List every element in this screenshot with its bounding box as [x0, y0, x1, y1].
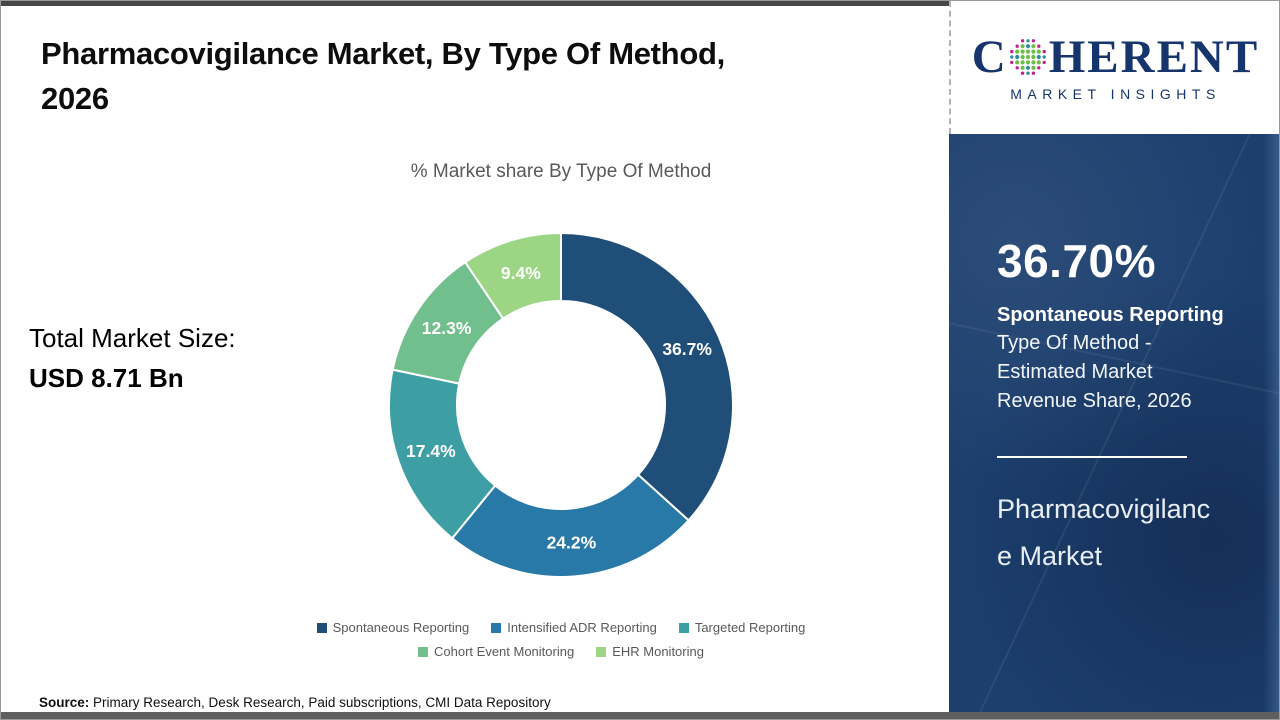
- coherent-globe-icon: [1009, 39, 1046, 75]
- source-label: Source:: [39, 695, 90, 710]
- top-bar: [1, 1, 949, 6]
- highlight-segment-name: Spontaneous Reporting: [997, 304, 1224, 326]
- chart-legend: Spontaneous Reporting Intensified ADR Rep…: [241, 620, 881, 659]
- highlight-value: 36.70%: [997, 235, 1157, 287]
- chart-title: % Market share By Type Of Method: [410, 161, 712, 182]
- legend-label: Targeted Reporting: [694, 620, 806, 635]
- legend-marker: [596, 646, 607, 657]
- source-line: Source: Primary Research, Desk Research,…: [39, 695, 551, 710]
- slice-label-3: 17.4%: [406, 441, 456, 461]
- total-market-label: Total Market Size:: [29, 323, 236, 353]
- legend-marker: [678, 622, 689, 633]
- bottom-bar: [1, 712, 1279, 719]
- legend-item-2: Intensified ADR Reporting: [491, 620, 657, 635]
- logo-area: C HERENT MARKET INSIGHTS: [949, 1, 1279, 134]
- donut-slice-5: [464, 232, 562, 320]
- highlight-description: Type Of Method - Estimated Market Revenue …: [997, 332, 1192, 412]
- legend-marker: [316, 622, 327, 633]
- legend-item-5: EHR Monitoring: [596, 644, 704, 659]
- legend-label: Cohort Event Monitoring: [434, 644, 575, 659]
- legend-item-4: Cohort Event Monitoring: [418, 644, 574, 659]
- slice-label-5: 9.4%: [501, 263, 541, 283]
- sidebar-panel: 36.70% Spontaneous Reporting Type Of Met…: [949, 134, 1279, 713]
- legend-label: Intensified ADR Reporting: [507, 620, 657, 635]
- donut-slice-1: [560, 232, 734, 522]
- logo-subtitle: MARKET INSIGHTS: [1010, 85, 1221, 102]
- source-text: Primary Research, Desk Research, Paid su…: [93, 695, 551, 710]
- total-market-size: Total Market Size: USD 8.71 Bn: [29, 323, 236, 394]
- donut-slice-2: [451, 473, 690, 578]
- legend-item-3: Targeted Reporting: [678, 620, 806, 635]
- total-market-value: USD 8.71 Bn: [29, 363, 184, 393]
- legend-label: EHR Monitoring: [612, 644, 704, 659]
- page-title: Pharmacovigilance Market, By Type Of Met…: [41, 36, 725, 116]
- legend-marker: [418, 646, 429, 657]
- slice-label-2: 24.2%: [547, 533, 597, 553]
- logo-text: HERENT: [1048, 30, 1260, 83]
- divider-line: [997, 456, 1187, 458]
- slice-label-4: 12.3%: [422, 318, 472, 338]
- donut-chart: 36.7% 24.2% 17.4% 12.3% 9.4%: [388, 232, 734, 578]
- coherent-logo: C HERENT: [971, 30, 1260, 83]
- legend-marker: [491, 622, 502, 633]
- slice-label-1: 36.7%: [662, 339, 712, 359]
- market-name: Pharmacovigilanc e Market: [997, 494, 1211, 571]
- legend-label: Spontaneous Reporting: [332, 620, 470, 635]
- logo-letter-c: C: [971, 30, 1006, 83]
- legend-item-1: Spontaneous Reporting: [316, 620, 470, 635]
